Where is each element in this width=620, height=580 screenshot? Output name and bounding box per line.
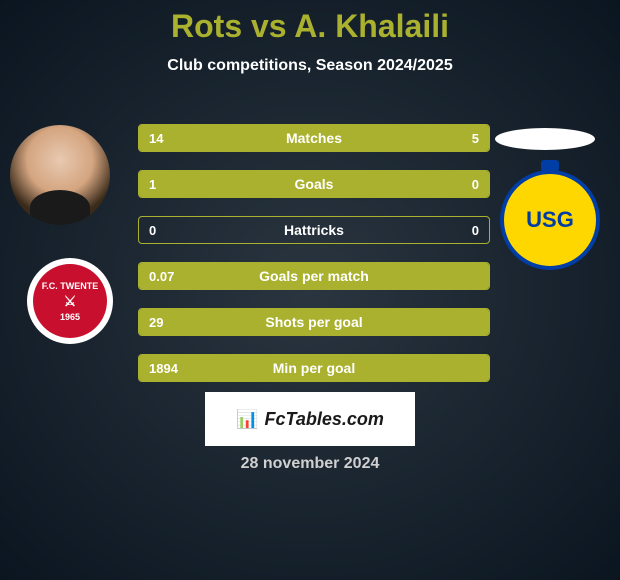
stat-value-right: 5 (472, 131, 479, 146)
stat-value-left: 1 (149, 177, 156, 192)
stat-value-left: 1894 (149, 361, 178, 376)
footer-date: 28 november 2024 (241, 455, 380, 473)
comparison-title: Rots vs A. Khalaili (0, 0, 620, 45)
club-initials-right: USG (526, 207, 574, 233)
stat-row: 1894 Min per goal (138, 354, 490, 382)
stat-value-left: 0 (149, 223, 156, 238)
stat-label: Hattricks (284, 222, 344, 238)
club-logo-left: F.C. TWENTE ⚔ 1965 (27, 258, 113, 344)
stat-label: Min per goal (273, 360, 355, 376)
stat-row: 14 Matches 5 (138, 124, 490, 152)
club-year-left: 1965 (60, 312, 80, 322)
stat-row: 0.07 Goals per match (138, 262, 490, 290)
stat-row: 1 Goals 0 (138, 170, 490, 198)
stat-label: Matches (286, 130, 342, 146)
player-left-avatar (10, 125, 110, 225)
stat-fill-left (139, 125, 398, 151)
stat-label: Goals (295, 176, 334, 192)
club-name-left: F.C. TWENTE (42, 281, 99, 291)
club-badge-left: F.C. TWENTE ⚔ 1965 (33, 264, 107, 338)
stat-value-left: 0.07 (149, 269, 174, 284)
brand-logo[interactable]: 📊 FcTables.com (205, 392, 415, 446)
stat-row: 0 Hattricks 0 (138, 216, 490, 244)
club-logo-right: USG (500, 170, 600, 270)
stat-value-right: 0 (472, 177, 479, 192)
stats-container: 14 Matches 5 1 Goals 0 0 Hattricks 0 0.07 Goals pe… (138, 124, 490, 400)
stat-row: 29 Shots per goal (138, 308, 490, 336)
player-right-placeholder (495, 128, 595, 150)
stat-value-right: 0 (472, 223, 479, 238)
comparison-subtitle: Club competitions, Season 2024/2025 (0, 57, 620, 75)
brand-text: FcTables.com (265, 409, 384, 430)
chart-icon: 📊 (236, 409, 258, 430)
stat-label: Shots per goal (265, 314, 362, 330)
stat-value-left: 14 (149, 131, 163, 146)
stat-value-left: 29 (149, 315, 163, 330)
stat-label: Goals per match (259, 268, 369, 284)
